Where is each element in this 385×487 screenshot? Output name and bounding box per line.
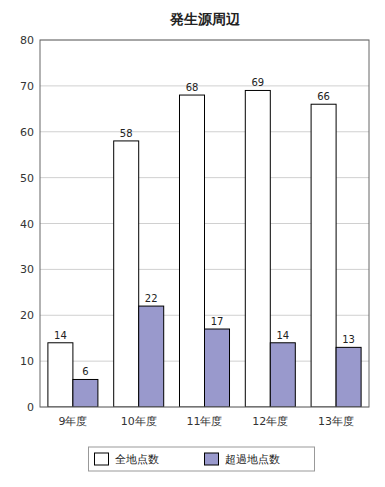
y-tick-label: 50 [20,172,34,185]
chart-container: 発生源周辺01020304050607080145868696662217141… [0,0,385,487]
data-label: 13 [342,334,355,345]
data-label: 6 [82,366,88,377]
x-tick-label: 10年度 [121,415,157,428]
y-tick-label: 10 [20,355,34,368]
y-tick-label: 40 [20,218,34,231]
legend-label: 全地点数 [115,453,159,466]
bar [311,104,336,407]
y-tick-label: 0 [27,401,34,414]
bar [114,141,139,407]
data-label: 68 [186,82,199,93]
legend-box [89,447,315,471]
y-tick-label: 60 [20,126,34,139]
data-label: 14 [54,330,67,341]
chart-title: 発生源周辺 [169,11,241,27]
legend-swatch [205,453,219,465]
legend-swatch [95,453,109,465]
chart-svg: 発生源周辺01020304050607080145868696662217141… [0,0,385,487]
data-labels: 1458686966622171413 [54,77,355,377]
bar [270,343,295,407]
x-tick-label: 13年度 [318,415,354,428]
bar [179,95,204,407]
legend-label: 超過地点数 [225,453,280,466]
y-tick-label: 80 [20,34,34,47]
bar [245,90,270,407]
y-tick-label: 20 [20,309,34,322]
data-label: 22 [145,293,158,304]
grid-line [40,85,369,86]
x-tick-label: 9年度 [58,415,87,428]
data-label: 14 [276,330,289,341]
bars [48,90,361,407]
data-label: 58 [120,128,133,139]
bar [73,379,98,407]
plot-frame [40,40,369,407]
data-label: 66 [317,91,330,102]
y-tick-label: 30 [20,263,34,276]
data-label: 17 [211,316,224,327]
y-tick-label: 70 [20,80,34,93]
bar [205,329,230,407]
data-label: 69 [251,77,264,88]
grid [40,40,369,407]
bar [48,343,73,407]
x-tick-label: 11年度 [187,415,223,428]
bar [336,347,361,407]
legend: 全地点数 超過地点数 [89,447,315,471]
bar [139,306,164,407]
x-tick-label: 12年度 [252,415,288,428]
